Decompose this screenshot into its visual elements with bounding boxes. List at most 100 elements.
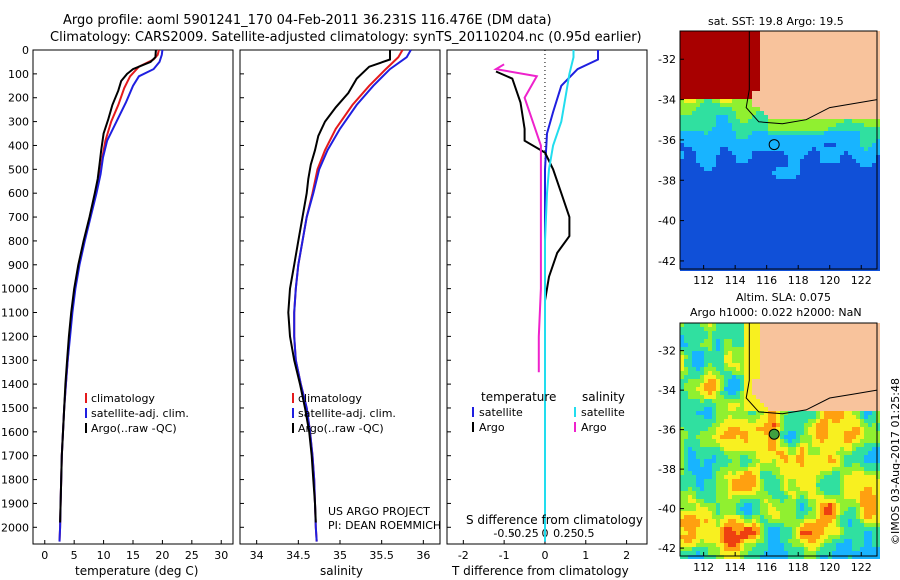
map-frame (679, 30, 878, 270)
legend-label: climatology (91, 392, 155, 405)
diff-legend-salinity: salinity (582, 390, 626, 404)
series-line-argo---raw--qc- (287, 50, 391, 523)
y-tick-label: 1700 (1, 450, 29, 463)
y-tick-label: 100 (8, 68, 29, 81)
s-tick-label: -0.5 (493, 527, 514, 540)
legend-label: satellite (581, 406, 625, 419)
y-tick-label: 1100 (1, 307, 29, 320)
map-y-tick-label: -42 (658, 542, 676, 555)
us-argo-project-label: US ARGO PROJECT (328, 505, 430, 518)
panel-frame (32, 49, 234, 545)
x-tick-label: 30 (214, 549, 228, 562)
legend-label: Argo (581, 421, 607, 434)
map-y-tick-label: -34 (658, 94, 676, 107)
map-y-tick-label: -40 (658, 503, 676, 516)
temperature-xlabel: temperature (deg C) (75, 564, 199, 578)
argo-position-marker (768, 139, 780, 151)
map-x-tick-label: 112 (693, 274, 714, 287)
y-tick-label: 900 (8, 259, 29, 272)
map-x-tick-label: 114 (725, 274, 746, 287)
y-tick-label: 600 (8, 187, 29, 200)
map-y-tick-label: -32 (658, 53, 676, 66)
s-tick-label: 0.5 (577, 527, 595, 540)
y-tick-label: 700 (8, 211, 29, 224)
x-tick-label: 15 (126, 549, 140, 562)
s-tick-label: 0.25 (553, 527, 578, 540)
map-frame (679, 322, 878, 557)
map-y-tick-label: -36 (658, 134, 676, 147)
x-tick-label: 35.5 (369, 549, 394, 562)
x-tick-label: -1 (499, 549, 510, 562)
y-tick-label: 1600 (1, 426, 29, 439)
depth-contour (745, 31, 878, 125)
map-y-tick-label: -42 (658, 255, 676, 268)
sla-map-title: Altim. SLA: 0.075 (736, 291, 832, 304)
sst-map (679, 30, 880, 271)
y-tick-label: 1300 (1, 354, 29, 367)
map-x-tick-label: 112 (693, 561, 714, 574)
map-x-tick-label: 118 (788, 274, 809, 287)
x-tick-label: 1 (582, 549, 589, 562)
x-tick-label: 5 (71, 549, 78, 562)
map-x-tick-label: 118 (788, 561, 809, 574)
map-y-tick-label: -32 (658, 345, 676, 358)
map-y-tick-label: -36 (658, 424, 676, 437)
argo-position-marker (768, 428, 780, 440)
t-diff-xlabel: T difference from climatology (452, 564, 629, 578)
x-tick-label: 0 (41, 549, 48, 562)
map-x-tick-label: 114 (725, 561, 746, 574)
y-tick-label: 300 (8, 116, 29, 129)
map-x-tick-label: 116 (756, 561, 777, 574)
y-tick-label: 1900 (1, 497, 29, 510)
y-tick-label: 500 (8, 163, 29, 176)
y-tick-label: 400 (8, 139, 29, 152)
header-line1: Argo profile: aoml 5901241_170 04-Feb-20… (63, 13, 552, 28)
series-line-temperature-argo (495, 70, 571, 528)
legend-label: Argo (479, 421, 505, 434)
legend-label: satellite-adj. clim. (298, 407, 396, 420)
y-tick-label: 1200 (1, 330, 29, 343)
x-tick-label: 35 (333, 549, 347, 562)
pi-label: PI: DEAN ROEMMICH (328, 519, 442, 532)
map-y-tick-label: -38 (658, 463, 676, 476)
sla-map (679, 322, 880, 559)
y-tick-label: 2000 (1, 521, 29, 534)
map-x-tick-label: 122 (851, 561, 872, 574)
legend-label: Argo(..raw -QC) (298, 422, 384, 435)
sla-map-subtitle: Argo h1000: 0.022 h2000: NaN (690, 306, 862, 319)
sst-map-title: sat. SST: 19.8 Argo: 19.5 (708, 15, 844, 28)
legend-label: climatology (298, 392, 362, 405)
map-x-tick-label: 120 (819, 561, 840, 574)
legend-label: satellite (479, 406, 523, 419)
map-y-tick-label: -40 (658, 215, 676, 228)
map-x-tick-label: 116 (756, 274, 777, 287)
x-tick-label: 0 (541, 549, 548, 562)
x-tick-label: 2 (623, 549, 630, 562)
x-tick-label: -2 (458, 549, 469, 562)
y-tick-label: 800 (8, 235, 29, 248)
map-x-tick-label: 120 (819, 274, 840, 287)
y-tick-label: 1400 (1, 378, 29, 391)
y-tick-label: 200 (8, 92, 29, 105)
diff-legend-temperature: temperature (481, 390, 557, 404)
s-tick-label: -0.25 (510, 527, 538, 540)
header-line2: Climatology: CARS2009. Satellite-adjuste… (50, 30, 642, 45)
series-line-salinity-argo (493, 63, 542, 373)
s-diff-title: S difference from climatology (466, 513, 643, 527)
map-y-tick-label: -38 (658, 174, 676, 187)
x-tick-label: 10 (97, 549, 111, 562)
map-y-tick-label: -34 (658, 384, 676, 397)
panel-frame (446, 49, 648, 545)
panel-frame (239, 49, 441, 545)
x-tick-label: 20 (155, 549, 169, 562)
legend-label: satellite-adj. clim. (91, 407, 189, 420)
x-tick-label: 34.5 (286, 549, 311, 562)
legend-label: Argo(..raw -QC) (91, 422, 177, 435)
x-tick-label: 25 (185, 549, 199, 562)
series-line-salinity-satellite (544, 50, 575, 542)
x-tick-label: 34 (250, 549, 264, 562)
y-tick-label: 1800 (1, 474, 29, 487)
y-tick-label: 1500 (1, 402, 29, 415)
y-tick-label: 1000 (1, 283, 29, 296)
